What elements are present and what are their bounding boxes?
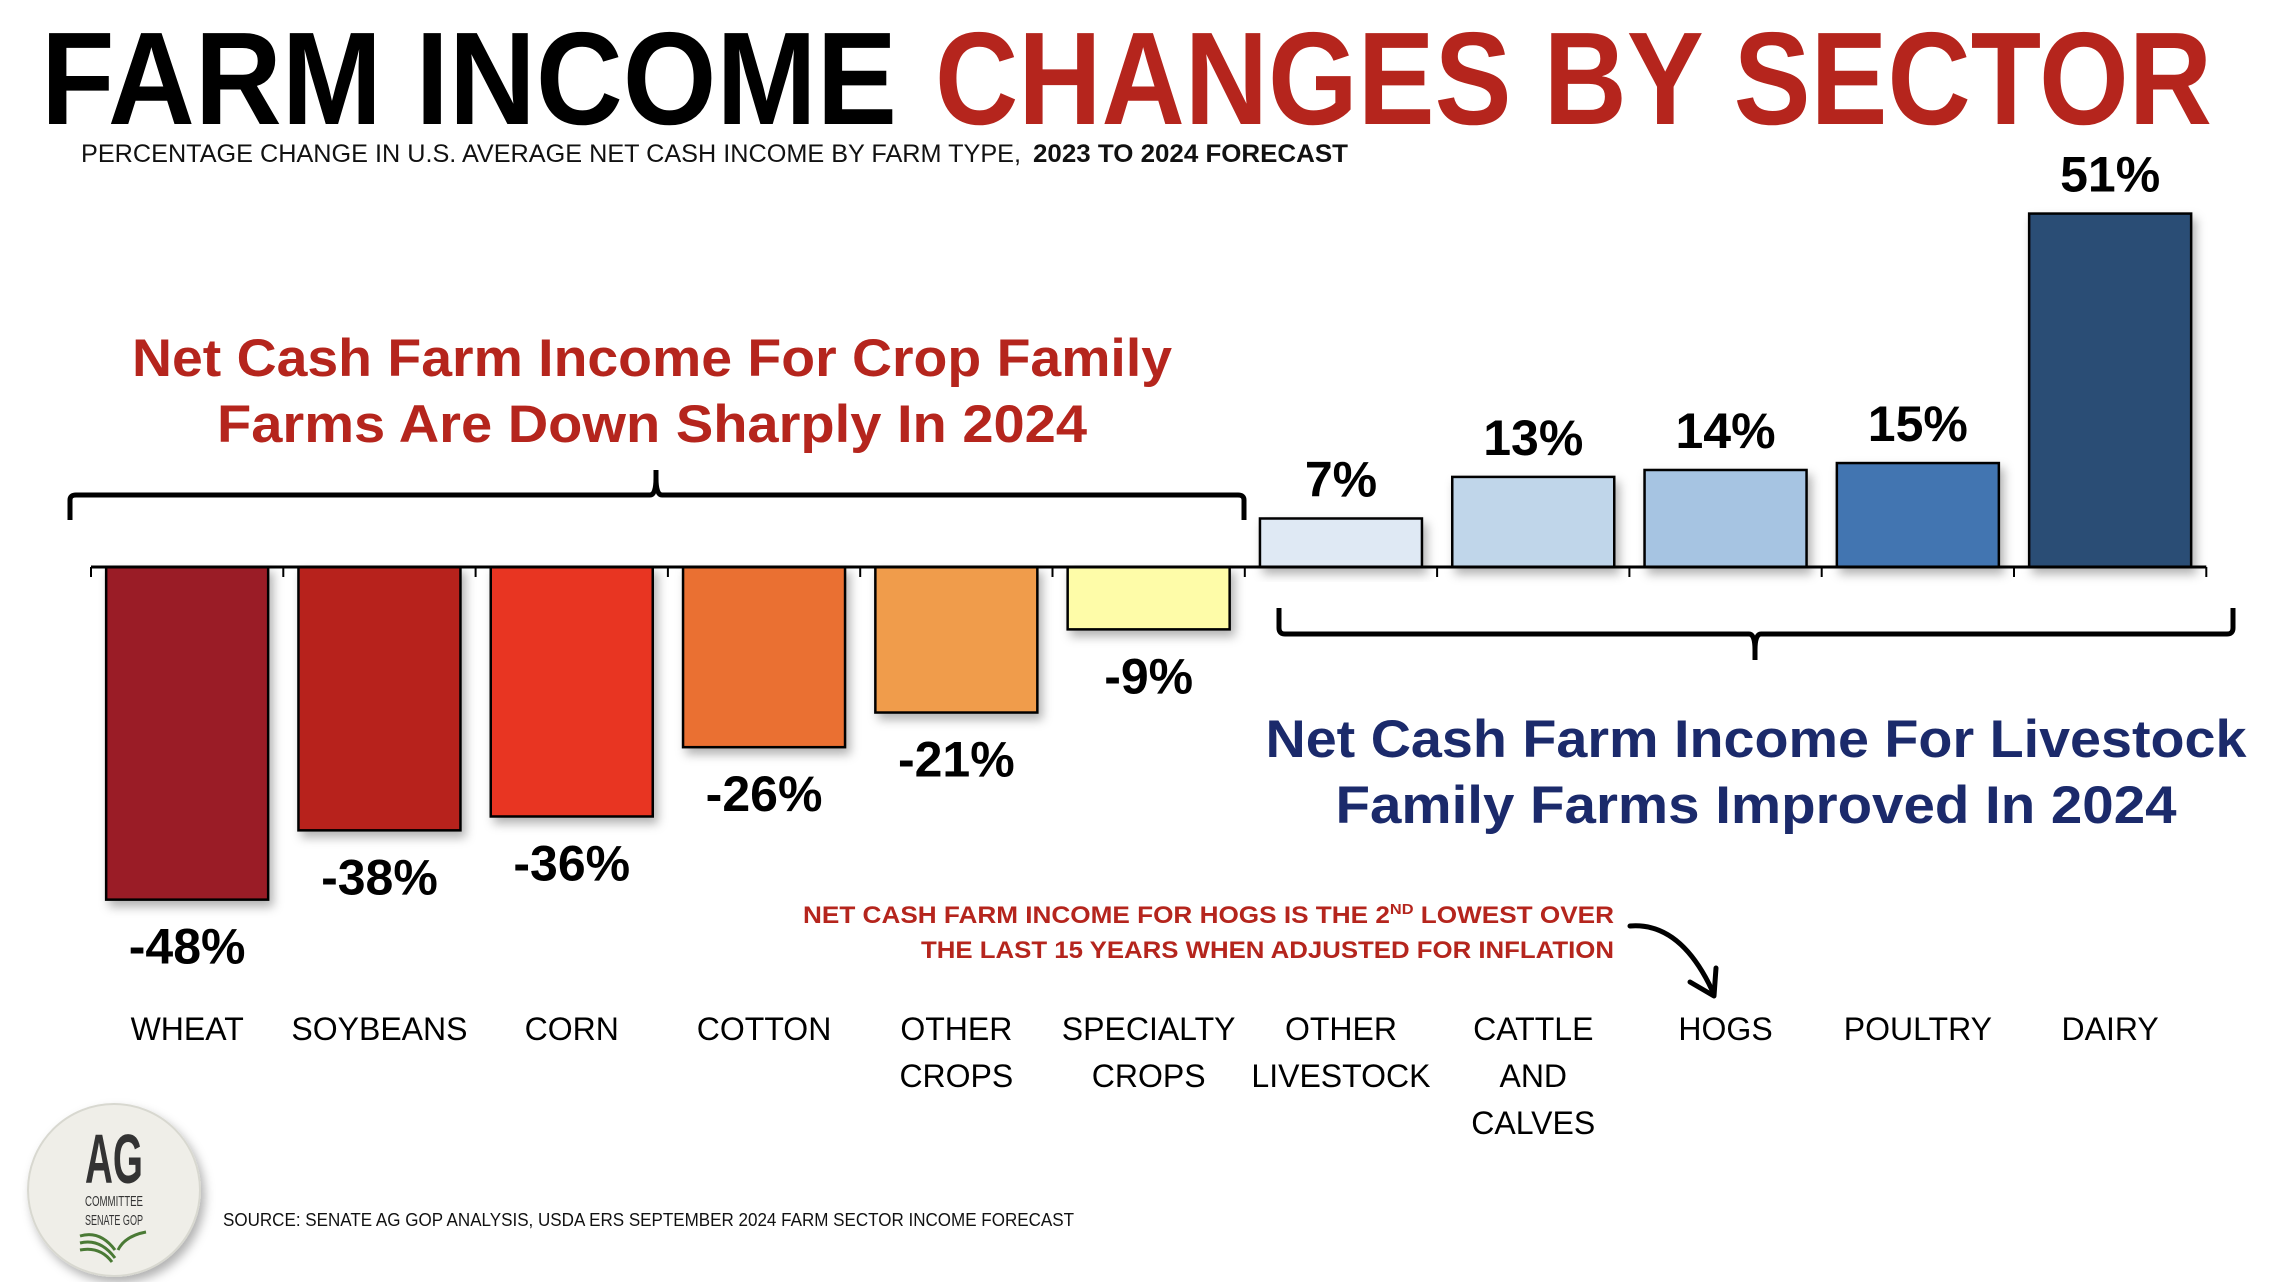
title-part2: CHANGES BY SECTOR [935, 5, 2212, 152]
crop-brace [67, 470, 1247, 520]
category-label-line: LIVESTOCK [1251, 1058, 1430, 1094]
category-label-line: OTHER [900, 1011, 1012, 1047]
data-label: -26% [706, 766, 823, 822]
category-label-line: COTTON [697, 1011, 832, 1047]
ag-committee-logo: AG COMMITTEE SENATE GOP [27, 1103, 201, 1277]
bar [1066, 565, 1231, 631]
category-label-line: DAIRY [2062, 1011, 2159, 1047]
svg-text:COMMITTEE: COMMITTEE [85, 1193, 143, 1210]
category-label: POULTRY [1844, 1011, 1992, 1047]
livestock-brace [1276, 608, 2236, 660]
category-label: DAIRY [2062, 1011, 2159, 1047]
data-label: -36% [513, 835, 630, 891]
bar [1258, 517, 1424, 569]
svg-text:SENATE GOP: SENATE GOP [85, 1212, 143, 1229]
data-label: -38% [321, 849, 438, 905]
bar [1643, 468, 1808, 569]
source-note: SOURCE: SENATE AG GOP ANALYSIS, USDA ERS… [223, 1210, 1074, 1230]
category-label-line: SOYBEANS [291, 1011, 467, 1047]
category-label: WHEAT [131, 1011, 244, 1047]
category-label-line: SPECIALTY [1062, 1011, 1236, 1047]
category-label: CATTLE AND CALVES [1471, 1011, 1595, 1141]
arrow-head-icon [1687, 965, 1719, 999]
svg-text:AG: AG [85, 1120, 143, 1198]
data-label: -48% [129, 919, 246, 975]
data-label: -21% [898, 732, 1015, 788]
category-label-line: HOGS [1678, 1011, 1772, 1047]
bar [681, 565, 847, 749]
category-label-line: CATTLE [1473, 1011, 1593, 1047]
bar [489, 565, 654, 818]
category-label: HOGS [1678, 1011, 1772, 1047]
data-label: 13% [1483, 410, 1583, 466]
data-label: -9% [1104, 648, 1193, 704]
category-label: COTTON [697, 1011, 832, 1047]
curved-arrow-icon [1627, 923, 1715, 993]
data-label: 15% [1868, 396, 1968, 452]
hogs-note-line1: NET CASH FARM INCOME FOR HOGS IS THE 2 ND… [803, 901, 1614, 929]
category-label-line: CALVES [1471, 1105, 1595, 1141]
livestock-annotation-line2: Family Farms Improved In 2024 [1336, 776, 2178, 835]
subtitle-bold: 2023 TO 2024 FORECAST [1033, 140, 1348, 168]
hogs-note-line2: THE LAST 15 YEARS WHEN ADJUSTED FOR INFL… [921, 937, 1614, 964]
category-label: OTHER LIVESTOCK [1251, 1011, 1430, 1094]
livestock-annotation-line1: Net Cash Farm Income For Livestock [1266, 710, 2248, 769]
bar [1451, 475, 1616, 569]
category-label: SOYBEANS [291, 1011, 467, 1047]
data-label: 14% [1676, 403, 1776, 459]
category-label-line: POULTRY [1844, 1011, 1992, 1047]
category-label: OTHER CROPS [899, 1011, 1013, 1094]
category-label-line: AND [1499, 1058, 1567, 1094]
bar [104, 565, 270, 901]
title-part1: FARM INCOME [41, 5, 897, 152]
crop-annotation-line2: Farms Are Down Sharply In 2024 [217, 395, 1088, 454]
hogs-note-text-a: NET CASH FARM INCOME FOR HOGS IS THE 2 [803, 902, 1390, 929]
category-label-line: CROPS [899, 1058, 1013, 1094]
bar [297, 565, 462, 832]
category-label-line: WHEAT [131, 1011, 244, 1047]
category-label-line: CROPS [1092, 1058, 1206, 1094]
category-label: SPECIALTY CROPS [1062, 1011, 1236, 1094]
hogs-note-text-b: LOWEST OVER [1414, 902, 1614, 929]
bar-chart: -48% WHEAT -38% SOYBEANS -36% CORN -26% COTTON -… [90, 147, 2208, 1141]
data-label: 51% [2060, 147, 2160, 203]
data-label: 7% [1305, 451, 1377, 507]
category-label-line: CORN [525, 1011, 619, 1047]
hogs-note-superscript: ND [1390, 901, 1414, 918]
bar [874, 565, 1039, 714]
bar [2027, 212, 2193, 569]
category-label-line: OTHER [1285, 1011, 1397, 1047]
bar [1835, 461, 2001, 569]
subtitle: PERCENTAGE CHANGE IN U.S. AVERAGE NET CA… [81, 140, 1021, 168]
crop-annotation-line1: Net Cash Farm Income For Crop Family [132, 329, 1173, 388]
category-label: CORN [525, 1011, 619, 1047]
